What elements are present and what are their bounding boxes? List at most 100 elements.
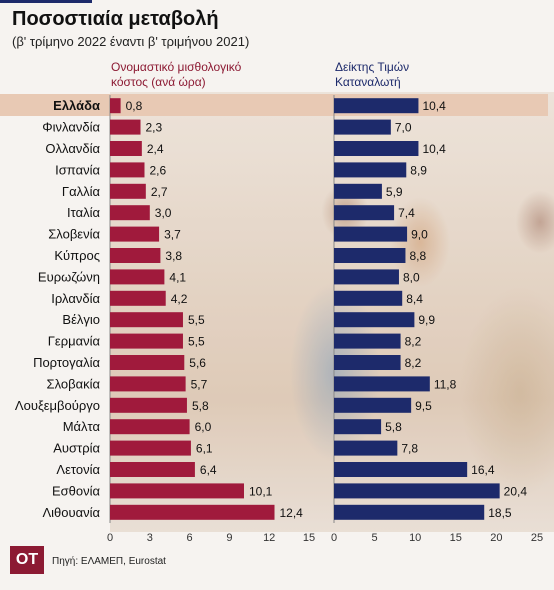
wage-cost-bar bbox=[110, 98, 121, 114]
cpi-bar bbox=[334, 183, 382, 199]
cpi-value-label: 18,5 bbox=[488, 506, 512, 520]
cpi-bar bbox=[334, 419, 382, 435]
right-axis-tick: 5 bbox=[372, 532, 378, 544]
category-label: Λουξεμβούργο bbox=[15, 398, 100, 413]
top-accent-line bbox=[0, 0, 92, 3]
wage-cost-value-label: 5,5 bbox=[188, 335, 205, 349]
category-label: Λετονία bbox=[56, 462, 100, 477]
wage-cost-bar bbox=[110, 504, 275, 520]
cpi-value-label: 16,4 bbox=[471, 463, 495, 477]
cpi-value-label: 8,9 bbox=[410, 163, 427, 177]
cpi-bar bbox=[334, 269, 399, 285]
category-label: Φινλανδία bbox=[42, 120, 100, 135]
right-axis-tick: 0 bbox=[331, 532, 337, 544]
wage-cost-value-label: 6,1 bbox=[196, 442, 213, 456]
category-label: Ιρλανδία bbox=[51, 291, 100, 306]
wage-cost-bar bbox=[110, 483, 244, 499]
category-label: Γαλλία bbox=[62, 184, 101, 199]
wage-cost-value-label: 2,3 bbox=[146, 121, 163, 135]
chart-title: Ποσοστιαία μεταβολή bbox=[12, 8, 219, 30]
wage-cost-bar bbox=[110, 333, 183, 349]
cpi-bar bbox=[334, 312, 415, 328]
cpi-value-label: 8,4 bbox=[406, 292, 423, 306]
wage-cost-value-label: 3,7 bbox=[164, 228, 181, 242]
wage-cost-value-label: 4,1 bbox=[169, 270, 186, 284]
header-line: Δείκτης Τιμών bbox=[335, 60, 410, 74]
category-label: Ιταλία bbox=[67, 205, 100, 220]
wage-cost-value-label: 0,8 bbox=[126, 99, 143, 113]
category-label: Ισπανία bbox=[55, 162, 100, 177]
left-axis-tick: 15 bbox=[303, 532, 315, 544]
category-label: Πορτογαλία bbox=[33, 355, 100, 370]
cpi-bar bbox=[334, 483, 500, 499]
wage-cost-value-label: 2,6 bbox=[149, 163, 166, 177]
cpi-value-label: 20,4 bbox=[504, 484, 528, 498]
left-axis-tick: 12 bbox=[263, 532, 275, 544]
wage-cost-bar bbox=[110, 440, 191, 456]
cpi-value-label: 9,0 bbox=[411, 228, 428, 242]
cpi-value-label: 7,4 bbox=[398, 206, 415, 220]
wage-cost-value-label: 10,1 bbox=[249, 484, 273, 498]
cpi-bar bbox=[334, 397, 412, 413]
cpi-bar bbox=[334, 141, 419, 156]
wage-cost-bar bbox=[110, 248, 161, 263]
header-line: κόστος (ανά ώρα) bbox=[111, 75, 206, 89]
cpi-bar bbox=[334, 98, 419, 114]
cpi-bar bbox=[334, 504, 485, 520]
cpi-value-label: 9,5 bbox=[415, 399, 432, 413]
wage-cost-value-label: 5,6 bbox=[189, 356, 206, 370]
wage-cost-bar bbox=[110, 269, 165, 285]
left-axis-tick: 3 bbox=[147, 532, 153, 544]
right-axis-tick: 25 bbox=[531, 532, 543, 544]
wage-cost-bar bbox=[110, 376, 186, 392]
category-label: Κύπρος bbox=[54, 248, 100, 263]
category-label: Ευρωζώνη bbox=[38, 269, 100, 284]
wage-cost-bar bbox=[110, 226, 160, 242]
cpi-bar bbox=[334, 376, 430, 392]
ot-logo: OT bbox=[10, 546, 44, 574]
header-line: Ονομαστικό μισθολογικό bbox=[111, 60, 242, 74]
cpi-value-label: 7,0 bbox=[395, 121, 412, 135]
cpi-value-label: 8,0 bbox=[403, 270, 420, 284]
cpi-value-label: 8,2 bbox=[405, 356, 422, 370]
cpi-bar bbox=[334, 248, 406, 263]
source-note: Πηγή: ΕΛΑΜΕΠ, Eurostat bbox=[52, 556, 166, 567]
wage-cost-value-label: 12,4 bbox=[280, 506, 304, 520]
cpi-bar bbox=[334, 162, 407, 178]
wage-cost-bar bbox=[110, 462, 195, 477]
cpi-bar bbox=[334, 462, 468, 477]
wage-cost-value-label: 6,0 bbox=[195, 420, 212, 434]
left-series-header: Ονομαστικό μισθολογικό κόστος (ανά ώρα) bbox=[111, 60, 321, 90]
cpi-value-label: 10,4 bbox=[422, 99, 446, 113]
category-label: Σλοβακία bbox=[47, 376, 101, 391]
cpi-bar bbox=[334, 119, 391, 135]
right-axis-tick: 20 bbox=[490, 532, 502, 544]
header-line: Καταναλωτή bbox=[335, 75, 401, 89]
cpi-bar bbox=[334, 226, 408, 242]
wage-cost-value-label: 5,7 bbox=[191, 377, 208, 391]
wage-cost-bar bbox=[110, 183, 146, 199]
cpi-bar bbox=[334, 205, 395, 221]
category-label: Μάλτα bbox=[63, 419, 101, 434]
category-label: Ελλάδα bbox=[53, 98, 100, 113]
cpi-bar bbox=[334, 440, 398, 456]
cpi-value-label: 5,9 bbox=[386, 185, 403, 199]
left-axis-tick: 6 bbox=[187, 532, 193, 544]
category-label: Εσθονία bbox=[52, 483, 101, 498]
cpi-bar bbox=[334, 333, 401, 349]
cpi-value-label: 5,8 bbox=[385, 420, 402, 434]
category-label: Γερμανία bbox=[48, 334, 101, 349]
wage-cost-value-label: 5,5 bbox=[188, 313, 205, 327]
category-label: Βέλγιο bbox=[62, 312, 100, 327]
left-axis-tick: 9 bbox=[226, 532, 232, 544]
background-photo bbox=[110, 92, 554, 532]
cpi-value-label: 11,8 bbox=[434, 377, 457, 391]
wage-cost-value-label: 5,8 bbox=[192, 399, 209, 413]
wage-cost-value-label: 3,0 bbox=[155, 206, 172, 220]
right-axis-tick: 15 bbox=[450, 532, 462, 544]
cpi-value-label: 10,4 bbox=[422, 142, 446, 156]
left-axis-tick: 0 bbox=[107, 532, 113, 544]
category-label: Σλοβενία bbox=[48, 227, 100, 242]
wage-cost-bar bbox=[110, 290, 166, 306]
right-series-header: Δείκτης Τιμών Καταναλωτή bbox=[335, 60, 485, 90]
